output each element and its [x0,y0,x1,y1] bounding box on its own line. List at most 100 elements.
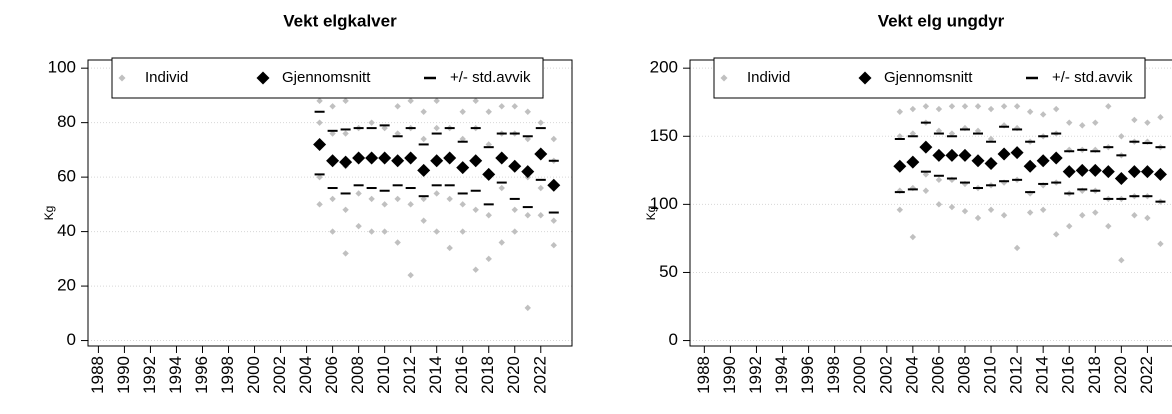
individual-point [1144,119,1151,126]
individual-point [420,217,427,224]
legend-box [111,57,544,99]
individual-point [896,108,904,115]
mean-point [1075,163,1089,177]
individual-point [329,195,336,203]
individual-point [550,217,557,224]
individual-point [948,130,956,137]
mean-point [1101,165,1115,179]
chart-title: Vekt elg ungdyr [878,11,1005,30]
x-tick-label: 2018 [478,356,497,394]
individual-point [987,105,995,113]
individual-point [550,135,557,143]
x-tick-label: 2006 [928,356,947,394]
y-tick-label: 0 [669,330,678,349]
mean-point [971,154,985,168]
legend-label: Gjennomsnitt [282,69,371,86]
x-tick-label: 2012 [1007,356,1026,394]
mean-point [1023,159,1037,173]
plot-frame [689,59,1172,347]
individual-point [498,184,505,192]
mean-point [984,157,998,171]
mean-point [958,148,972,162]
x-tick-label: 1996 [798,356,817,394]
x-tick-label: 2010 [374,356,393,394]
mean-point [443,151,457,165]
mean-point [417,163,431,177]
x-tick-label: 2010 [981,356,1000,394]
x-tick-label: 1988 [88,356,107,394]
individual-point [1092,146,1099,154]
x-tick-label: 2012 [400,356,419,394]
individual-point [511,228,518,235]
individual-point [1079,187,1086,194]
individual-point [316,97,323,105]
individual-point [368,195,375,203]
x-tick-label: 2022 [530,356,549,394]
x-tick-label: 2018 [1085,356,1104,394]
legend-marker [858,71,872,85]
individual-point [394,195,401,203]
individual-point [407,97,414,105]
individual-point [433,97,440,105]
x-tick-label: 1994 [166,356,185,394]
individual-point [420,135,427,143]
individual-point [342,206,349,214]
individual-point [329,103,336,110]
individual-point [1157,114,1164,121]
mean-point [365,151,379,165]
x-tick-label: 2014 [1033,356,1052,394]
individual-point [316,201,323,208]
individual-point [961,207,969,215]
individual-point [446,195,453,203]
x-tick-label: 1998 [824,356,843,394]
mean-point [997,147,1011,161]
individual-point [407,201,414,208]
mean-point [893,159,907,173]
individual-point [459,228,466,235]
individual-point [922,103,930,110]
x-tick-label: 2016 [1059,356,1078,394]
individual-point [948,203,956,211]
x-tick-label: 1990 [114,356,133,394]
x-tick-label: 2016 [452,356,471,394]
x-tick-label: 2014 [426,356,445,394]
individual-point [537,212,544,219]
individual-point [1000,212,1008,219]
individual-point [1052,231,1060,238]
individual-point [472,266,479,273]
individual-point [537,184,544,192]
individual-point [472,97,479,105]
individual-point [1013,103,1021,110]
mean-point [482,167,496,181]
individual-point [1118,257,1125,264]
individual-point [524,212,531,219]
individual-point [394,103,401,110]
individual-point [1105,103,1112,110]
mean-point [508,159,522,173]
y-tick-label: 0 [67,330,76,349]
mean-point [521,165,535,179]
y-axis-label: Kg [42,206,56,221]
individual-point [485,212,492,219]
individual-point [433,190,440,197]
x-tick-label: 1992 [746,356,765,394]
mean-point [1010,146,1024,160]
mean-point [1036,154,1050,168]
x-tick-label: 2008 [954,356,973,394]
legend-box [713,57,1146,99]
individual-point [1144,214,1151,222]
individual-point [485,255,492,263]
chart-title: Vekt elgkalver [283,11,397,30]
individual-point [1039,206,1047,214]
individual-point [550,242,557,249]
individual-point [909,130,917,137]
individual-point [896,133,904,140]
individual-point [433,124,440,132]
individual-point [896,206,904,214]
x-tick-label: 1998 [218,356,237,394]
x-tick-label: 2002 [876,356,895,394]
legend-label: Gjennomsnitt [884,69,973,86]
individual-point [1066,119,1073,126]
individual-point [511,103,518,110]
individual-point [407,271,414,279]
